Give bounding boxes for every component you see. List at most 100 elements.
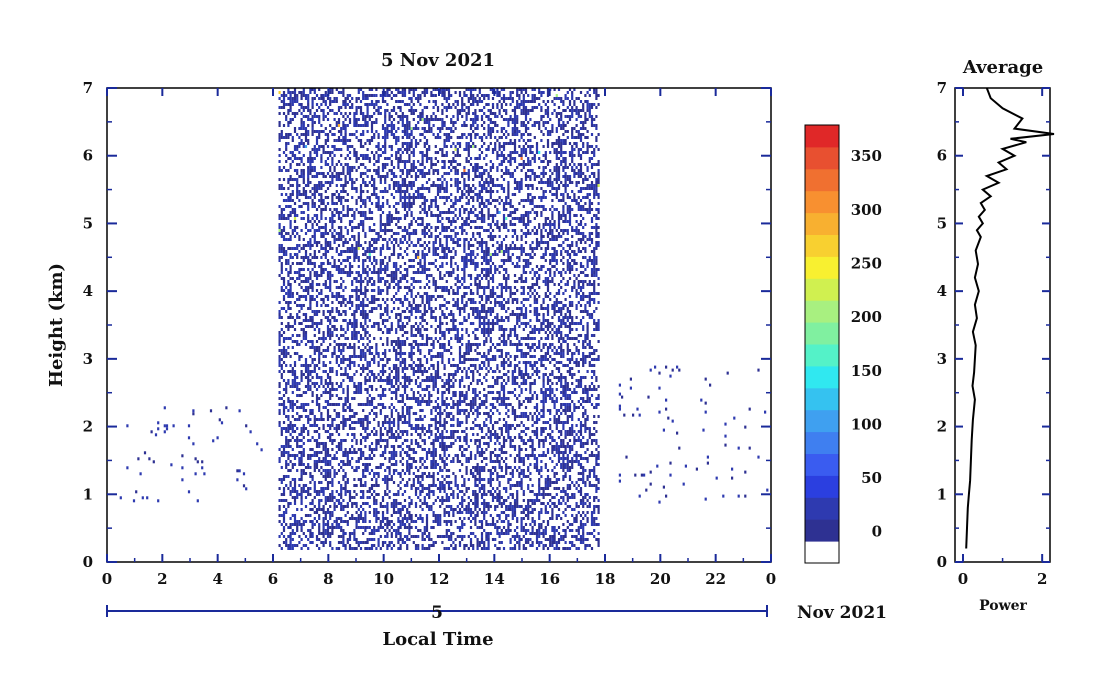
heatmap-cell [333,295,336,298]
heatmap-cell [428,157,431,160]
heatmap-cell [401,520,404,523]
heatmap-cell [282,361,286,364]
heatmap-cell [300,469,303,472]
heatmap-cell [304,115,308,118]
heatmap-cell [285,436,288,439]
heatmap-cell [280,493,283,496]
heatmap-cell [280,136,283,139]
heatmap-cell [348,106,352,109]
heatmap-cell [423,271,426,274]
heatmap-cell [287,109,290,112]
heatmap-cell [278,361,281,364]
heatmap-cell [375,388,378,391]
heatmap-cell [289,337,292,340]
heatmap-cell [331,295,334,298]
heatmap-cell [392,493,396,496]
heatmap-cell [362,262,365,265]
heatmap-cell [309,91,312,94]
heatmap-cell [377,517,380,520]
heatmap-cell [392,244,396,247]
heatmap-cell [414,244,418,247]
heatmap-cell [351,496,354,499]
heatmap-cell [428,379,431,382]
heatmap-cell [344,175,347,178]
heatmap-cell [287,181,290,184]
heatmap-cell [395,535,398,538]
heatmap-cell [362,181,365,184]
heatmap-cell [324,478,327,481]
heatmap-cell [381,391,385,394]
heatmap-cell [423,196,426,199]
heatmap-cell [282,136,286,139]
heatmap-cell [417,424,420,427]
heatmap-cell [291,193,294,196]
heatmap-cell [351,301,354,304]
heatmap-cell [302,532,305,535]
heatmap-cell [423,247,426,250]
heatmap-cell [397,418,400,421]
heatmap-cell [309,154,312,157]
heatmap-cell [403,94,407,97]
heatmap-cell [285,154,288,157]
heatmap-cell [304,106,308,109]
heatmap-cell [406,538,409,541]
heatmap-cell [324,538,327,541]
heatmap-cell [441,442,444,445]
heatmap-cell [309,160,312,163]
heatmap-cell [414,520,418,523]
heatmap-cell [355,451,358,454]
heatmap-cell [311,523,314,526]
heatmap-cell [348,151,352,154]
heatmap-cell [397,211,400,214]
heatmap-cell [399,160,402,163]
heatmap-cell [386,262,389,265]
heatmap-cell [386,478,389,481]
heatmap-cell [388,157,391,160]
heatmap-cell [373,184,376,187]
heatmap-cell [399,199,402,202]
heatmap-cell [397,232,400,235]
heatmap-cell [384,139,387,142]
heatmap-cell [289,109,292,112]
heatmap-cell [434,238,437,241]
heatmap-cell [342,139,345,142]
heatmap-cell [417,358,420,361]
heatmap-cell [375,352,378,355]
heatmap-cell [337,547,341,550]
heatmap-cell [304,139,308,142]
heatmap-cell [388,211,391,214]
heatmap-cell [353,211,356,214]
heatmap-cell [381,127,385,130]
heatmap-cell [423,118,426,121]
heatmap-cell [423,253,426,256]
heatmap-cell [364,286,367,289]
heatmap-cell [392,511,396,514]
heatmap-cell [408,148,411,151]
heatmap-cell [285,451,288,454]
heatmap-cell [425,379,429,382]
heatmap-cell [359,454,363,457]
heatmap-cell [346,274,349,277]
heatmap-cell [331,145,334,148]
heatmap-cell [285,439,288,442]
heatmap-cell [359,433,363,436]
heatmap-cell [410,466,413,469]
heatmap-cell [379,463,382,466]
heatmap-cell [315,364,319,367]
heatmap-cell [423,130,426,133]
heatmap-cell [300,499,303,502]
heatmap-cell [291,262,294,265]
heatmap-cell [302,523,305,526]
heatmap-cell [373,187,376,190]
heatmap-cell [434,88,437,91]
heatmap-cell [293,517,297,520]
heatmap-cell [296,145,299,148]
heatmap-cell [280,451,283,454]
heatmap-cell [291,478,294,481]
heatmap-cell [436,406,440,409]
heatmap-cell [355,391,358,394]
heatmap-cell [302,442,305,445]
heatmap-cell [326,325,330,328]
heatmap-cell [333,112,336,115]
heatmap-cell [436,286,440,289]
